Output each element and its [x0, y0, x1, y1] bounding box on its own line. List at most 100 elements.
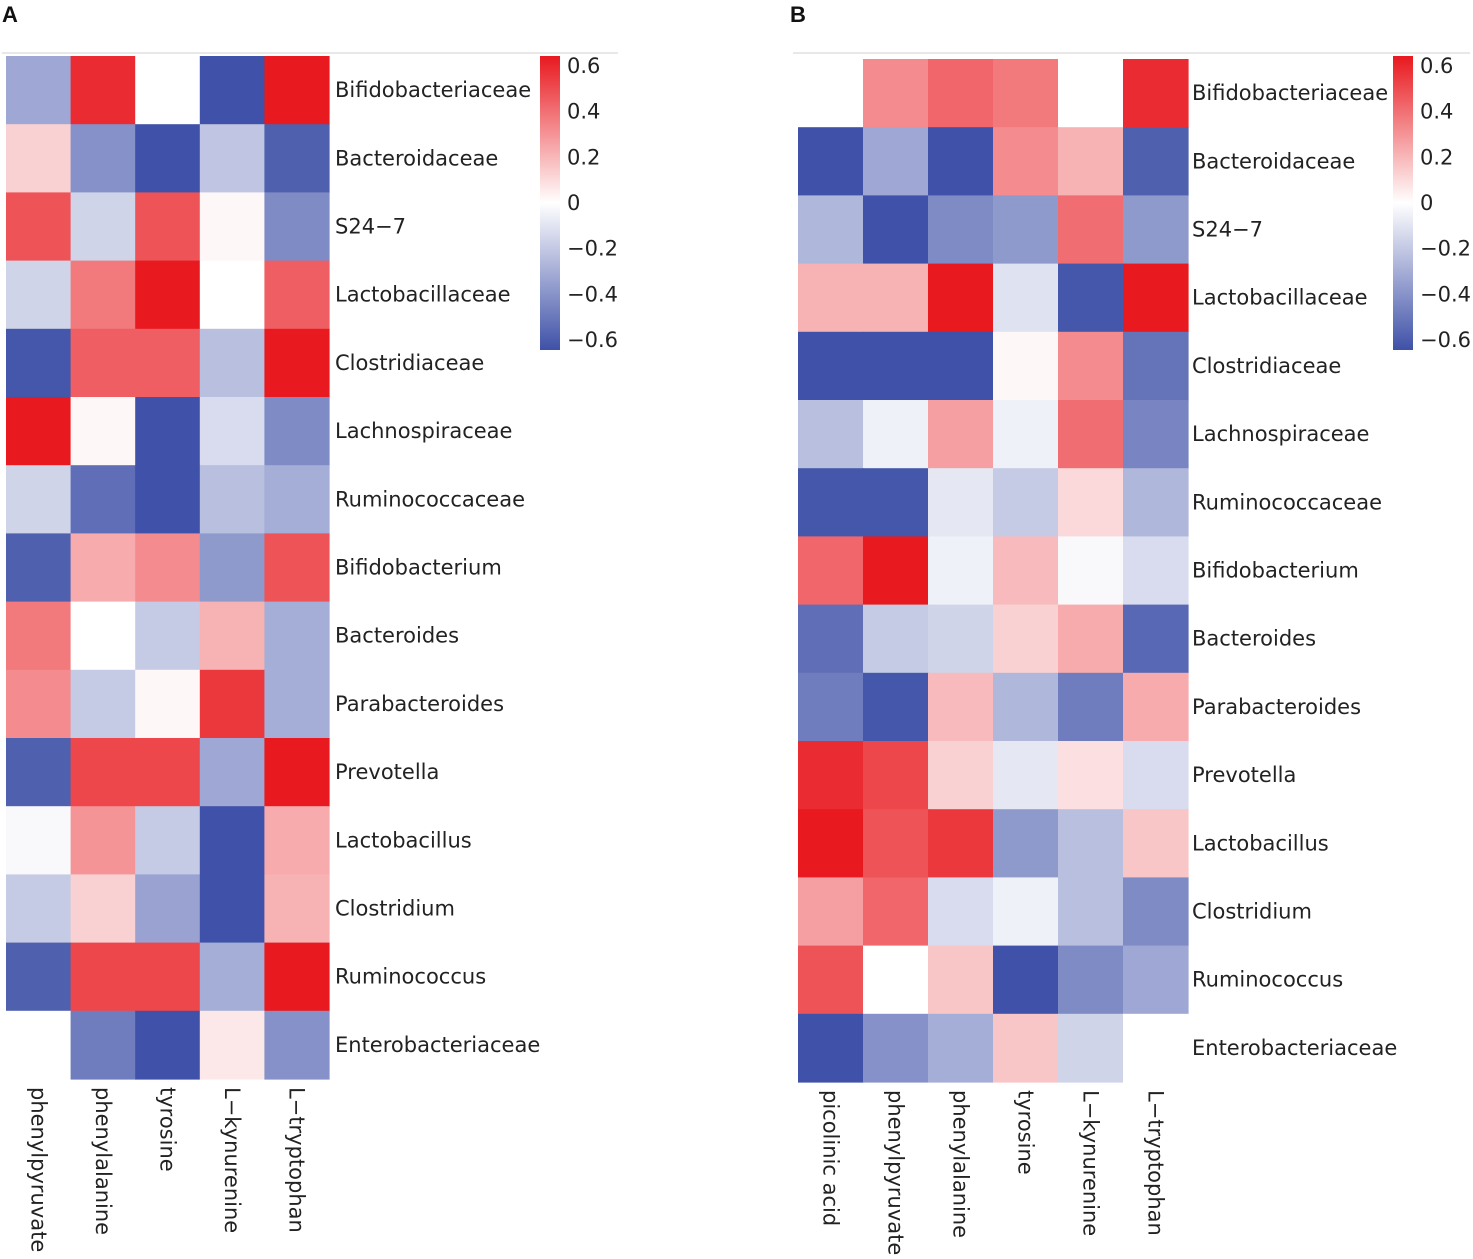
- heatmap-a-row-label: Parabacteroides: [335, 692, 504, 716]
- heatmap-a-cell-r6-c3: [199, 465, 265, 534]
- heatmap-b-cell-r13-c3: [993, 945, 1059, 1015]
- heatmap-panel-b: Bifidobacteriaceae Bacteroidaceae S24−7 Lac…: [798, 54, 1471, 1255]
- heatmap-a-row-label: Bifidobacterium: [335, 556, 502, 580]
- heatmap-a-cell-r8-c4: [264, 601, 330, 671]
- heatmap-a-column-label: L−kynurenine: [220, 1087, 244, 1233]
- heatmap-a-cell-r4-c2: [135, 328, 201, 398]
- heatmap-b-row-label: Parabacteroides: [1192, 695, 1361, 719]
- heatmap-b-cell-r0-c2: [928, 59, 994, 128]
- heatmap-a-cell-r1-c1: [70, 124, 136, 193]
- heatmap-b-cell-r10-c2: [928, 741, 994, 810]
- heatmap-b-cell-r8-c4: [1058, 604, 1124, 674]
- heatmap-a-column-label: phenylpyruvate: [26, 1087, 50, 1252]
- heatmap-b-cell-r1-c0: [798, 127, 864, 196]
- heatmap-b-row-label: Lactobacillus: [1192, 831, 1329, 855]
- heatmap-b-cell-r4-c3: [993, 331, 1059, 401]
- heatmap-a-cell-r8-c2: [135, 601, 201, 671]
- heatmap-a-cell-r7-c1: [70, 533, 136, 603]
- heatmap-b-cell-r13-c5: [1123, 945, 1189, 1015]
- heatmap-b-cell-r5-c3: [993, 400, 1059, 469]
- heatmap-b-cell-r12-c2: [928, 877, 994, 947]
- heatmap-a-cell-r1-c0: [6, 124, 72, 193]
- heatmap-b-cell-r9-c0: [798, 672, 864, 742]
- heatmap-b-cell-r2-c5: [1123, 195, 1189, 265]
- heatmap-a-cell-r5-c3: [199, 397, 265, 466]
- heatmap-a-cell-r12-c1: [70, 874, 136, 944]
- heatmap-a-cell-r0-c4: [264, 56, 330, 125]
- heatmap-b-cell-r14-c1: [863, 1013, 929, 1083]
- heatmap-b-row-label: Bacteroides: [1192, 627, 1316, 651]
- colorbar-a-tick-label: 0.2: [567, 145, 600, 169]
- heatmap-a-cell-r13-c0: [6, 942, 72, 1012]
- heatmap-b-row-label: Prevotella: [1192, 763, 1296, 787]
- heatmap-a-cell-r10-c4: [264, 738, 330, 807]
- heatmap-a-cell-r12-c3: [199, 874, 265, 944]
- heatmap-b-row-label: Bifidobacterium: [1192, 559, 1359, 583]
- heatmap-b-cell-r6-c2: [928, 468, 994, 537]
- heatmap-a-cell-r4-c3: [199, 328, 265, 398]
- heatmap-a-cell-r11-c0: [6, 806, 72, 875]
- heatmap-b-cell-r6-c5: [1123, 468, 1189, 537]
- heatmap-a-cell-r0-c3: [199, 56, 265, 125]
- heatmap-b-cell-r2-c2: [928, 195, 994, 265]
- heatmap-a-cell-r5-c1: [70, 397, 136, 466]
- heatmap-b-cell-r13-c2: [928, 945, 994, 1015]
- colorbar-b-tick-label: 0.2: [1420, 145, 1453, 169]
- heatmap-b-cell-r5-c1: [863, 400, 929, 469]
- heatmap-a-cell-r5-c4: [264, 397, 330, 466]
- colorbar-b-tick-label: 0.6: [1420, 54, 1453, 78]
- panel-a-letter: A: [2, 2, 18, 27]
- heatmap-b-cell-r11-c0: [798, 809, 864, 878]
- heatmap-b-row-label: Bifidobacteriaceae: [1192, 81, 1388, 105]
- heatmap-b-cell-r0-c1: [863, 59, 929, 128]
- heatmap-b-column-label: phenylpyruvate: [884, 1090, 908, 1255]
- heatmap-b-cell-r4-c4: [1058, 331, 1124, 401]
- heatmap-b-cell-r14-c0: [798, 1013, 864, 1083]
- heatmap-b-cell-r9-c4: [1058, 672, 1124, 742]
- heatmap-a-cell-r9-c4: [264, 669, 330, 739]
- colorbar-a-tick-label: 0: [567, 191, 580, 215]
- heatmap-a-column-label: L−tryptophan: [285, 1087, 309, 1233]
- heatmap-b-cell-r10-c3: [993, 741, 1059, 810]
- heatmap-b-cell-r5-c0: [798, 400, 864, 469]
- heatmap-b-cell-r0-c4: [1058, 59, 1124, 128]
- heatmap-a-cell-r2-c3: [199, 192, 265, 262]
- panel-b-letter: B: [790, 2, 806, 27]
- heatmap-a-cell-r6-c0: [6, 465, 72, 534]
- heatmap-b-cell-r1-c2: [928, 127, 994, 196]
- heatmap-b-cell-r4-c5: [1123, 331, 1189, 401]
- colorbar-a-tick-label: −0.2: [567, 237, 618, 261]
- heatmap-a-cell-r1-c4: [264, 124, 330, 193]
- heatmap-b-row-label: Ruminococcus: [1192, 968, 1343, 992]
- heatmap-b-cell-r8-c2: [928, 604, 994, 674]
- colorbar-a-tick-label: 0.6: [567, 54, 600, 78]
- heatmap-a-cell-r10-c1: [70, 738, 136, 807]
- heatmap-a-cell-r3-c1: [70, 260, 136, 330]
- heatmap-b-cell-r4-c0: [798, 331, 864, 401]
- heatmap-a-cell-r12-c2: [135, 874, 201, 944]
- heatmap-a-cell-r3-c0: [6, 260, 72, 330]
- heatmap-panel-a: Bifidobacteriaceae Bacteroidaceae S24−7 Lac…: [6, 54, 618, 1252]
- heatmap-b-cell-r6-c4: [1058, 468, 1124, 537]
- heatmap-b-cell-r7-c2: [928, 536, 994, 606]
- heatmap-b-row-label: Clostridium: [1192, 900, 1312, 924]
- heatmap-b-cell-r3-c5: [1123, 263, 1189, 333]
- heatmap-a-cell-r10-c3: [199, 738, 265, 807]
- colorbar-a-tick-label: 0.4: [567, 100, 600, 124]
- heatmap-a-cell-r14-c3: [199, 1010, 265, 1080]
- heatmap-a-cell-r5-c0: [6, 397, 72, 466]
- heatmap-b-cell-r6-c1: [863, 468, 929, 537]
- heatmap-a-row-label: S24−7: [335, 215, 406, 239]
- colorbar-b-tick-label: −0.2: [1420, 237, 1471, 261]
- heatmap-b-cell-r14-c5: [1123, 1013, 1189, 1083]
- heatmap-a-cell-r14-c0: [6, 1010, 72, 1080]
- heatmap-b-cell-r11-c2: [928, 809, 994, 878]
- heatmap-a-cell-r0-c0: [6, 56, 72, 125]
- heatmap-b-cell-r2-c3: [993, 195, 1059, 265]
- heatmap-b-cell-r12-c3: [993, 877, 1059, 947]
- heatmap-b-cell-r11-c3: [993, 809, 1059, 878]
- colorbar-a-tick-label: −0.4: [567, 282, 618, 306]
- heatmap-a-cell-r11-c2: [135, 806, 201, 875]
- heatmap-a-row-label: Lactobacillus: [335, 828, 472, 852]
- heatmap-a-cell-r2-c4: [264, 192, 330, 262]
